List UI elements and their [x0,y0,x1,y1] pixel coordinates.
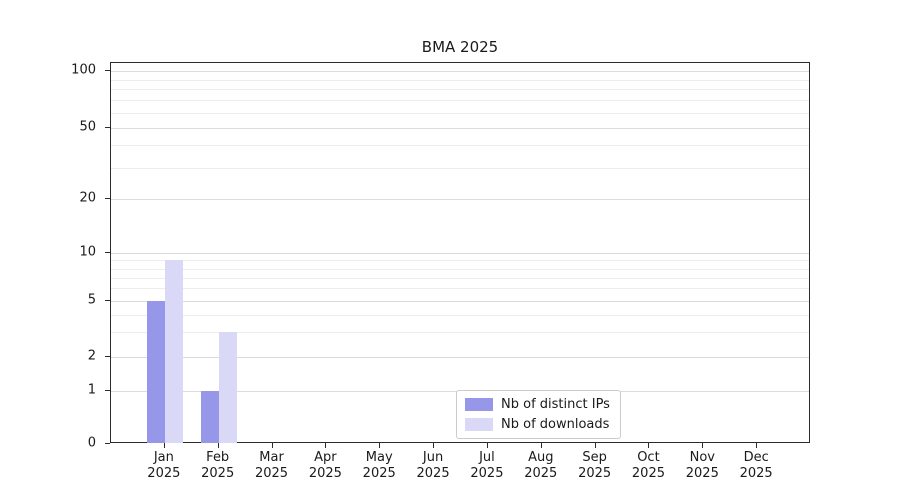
x-tick-label-sep: Sep 2025 [578,450,612,482]
gridline-major [111,128,809,130]
x-tick-label-oct: Oct 2025 [631,450,665,482]
gridline-minor [111,145,809,147]
y-tick-label-100: 100 [71,62,96,78]
x-tick-label-nov: Nov 2025 [685,450,719,482]
y-tick-label-1: 1 [87,382,96,398]
x-tick-label-jun: Jun 2025 [416,450,450,482]
y-tick-mark [105,198,110,200]
y-tick-label-50: 50 [79,119,96,135]
bar-jan-series-0 [146,301,165,443]
x-tick-mark [702,443,704,448]
x-tick-label-aug: Aug 2025 [524,450,558,482]
gridline-minor [111,332,809,334]
gridline-minor [111,260,809,262]
legend: Nb of distinct IPs Nb of downloads [456,390,621,439]
y-tick-mark [105,443,110,444]
legend-swatch-distinct-ips [465,398,493,411]
legend-entry-distinct-ips: Nb of distinct IPs [465,397,610,412]
y-tick-label-0: 0 [87,435,96,451]
gridline-minor [111,79,809,81]
x-tick-mark [217,443,219,448]
gridline-minor [111,277,809,279]
gridline-major [111,199,809,201]
x-tick-mark [163,443,165,448]
y-tick-mark [105,356,110,358]
gridline-minor [111,100,809,102]
y-tick-label-10: 10 [79,244,96,260]
x-tick-mark [325,443,327,448]
bar-feb-series-1 [218,332,237,443]
gridline-major [111,301,809,303]
gridline-minor [111,268,809,270]
y-tick-mark [105,390,110,392]
x-tick-label-apr: Apr 2025 [308,450,342,482]
y-tick-mark [105,252,110,254]
x-tick-mark [379,443,381,448]
gridline-minor [111,288,809,290]
y-tick-label-5: 5 [87,292,96,308]
bar-feb-series-0 [200,391,219,443]
y-tick-mark [105,127,110,129]
x-tick-mark [756,443,758,448]
legend-entry-downloads: Nb of downloads [465,417,610,432]
x-tick-label-feb: Feb 2025 [201,450,235,482]
x-tick-label-mar: Mar 2025 [254,450,289,482]
gridline-minor [111,89,809,91]
gridline-major [111,357,809,359]
gridline-major [111,71,809,72]
x-tick-mark [486,443,488,448]
x-tick-label-dec: Dec 2025 [739,450,773,482]
bar-jan-series-1 [164,260,183,443]
y-tick-label-2: 2 [87,348,96,364]
legend-swatch-downloads [465,418,493,431]
x-tick-mark [648,443,650,448]
y-tick-label-20: 20 [79,190,96,206]
x-tick-mark [540,443,542,448]
x-tick-mark [271,443,273,448]
x-tick-mark [433,443,435,448]
y-tick-mark [105,70,110,71]
chart-title: BMA 2025 [421,38,499,56]
legend-label-downloads: Nb of downloads [501,417,610,432]
gridline-minor [111,113,809,115]
legend-label-distinct-ips: Nb of distinct IPs [501,397,610,412]
gridline-major [111,253,809,255]
x-tick-label-jul: Jul 2025 [470,450,504,482]
gridline-minor [111,314,809,316]
y-tick-mark [105,300,110,302]
x-tick-mark [594,443,596,448]
x-tick-label-may: May 2025 [362,450,396,482]
gridline-minor [111,167,809,169]
plot-area: Nb of distinct IPs Nb of downloads [110,62,810,443]
x-tick-label-jan: Jan 2025 [147,450,181,482]
